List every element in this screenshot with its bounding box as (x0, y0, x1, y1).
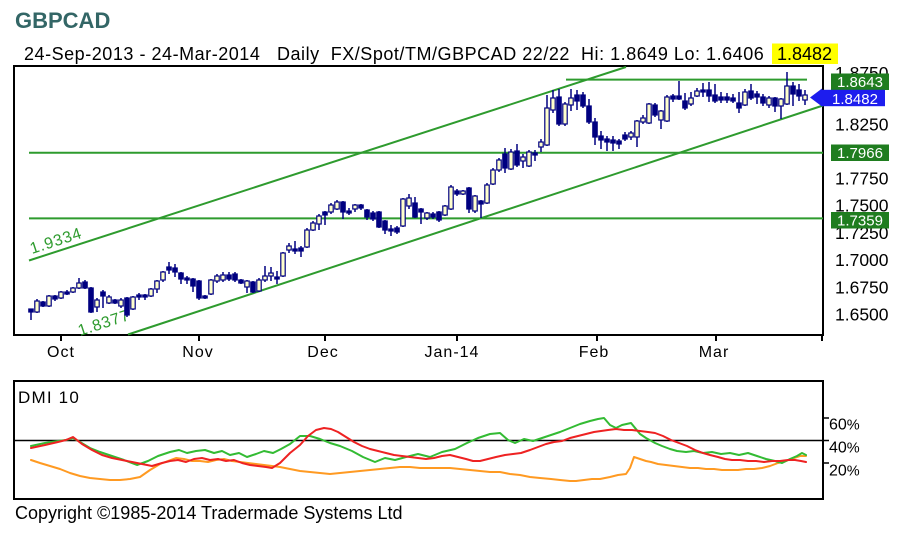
svg-text:1.6500: 1.6500 (835, 305, 889, 325)
svg-text:Nov: Nov (182, 344, 213, 361)
svg-text:Oct: Oct (47, 344, 75, 361)
svg-text:DMI 10: DMI 10 (18, 388, 80, 407)
svg-text:40%: 40% (829, 440, 860, 457)
svg-text:20%: 20% (829, 463, 860, 480)
svg-text:Dec: Dec (307, 344, 338, 361)
svg-text:GBPCAD: GBPCAD (15, 8, 110, 33)
svg-text:1.7966: 1.7966 (837, 145, 883, 162)
svg-text:Jan-14: Jan-14 (425, 344, 480, 361)
svg-text:1.7750: 1.7750 (835, 169, 889, 189)
svg-text:1.8250: 1.8250 (835, 115, 889, 135)
svg-text:1.7359: 1.7359 (837, 213, 883, 230)
svg-text:1.7500: 1.7500 (835, 196, 889, 216)
svg-text:60%: 60% (829, 417, 860, 434)
svg-text:1.8482: 1.8482 (777, 44, 832, 64)
svg-text:Copyright ©1985-2014 Tradermad: Copyright ©1985-2014 Tradermade Systems … (15, 503, 402, 523)
svg-text:1.8482: 1.8482 (832, 91, 878, 108)
svg-text:24-Sep-2013 - 24-Mar-2014 Da: 24-Sep-2013 - 24-Mar-2014 Daily FX/Spot/… (24, 44, 764, 64)
svg-text:1.6750: 1.6750 (835, 278, 889, 298)
svg-text:1.8643: 1.8643 (837, 74, 883, 91)
svg-text:1.7000: 1.7000 (835, 250, 889, 270)
svg-text:Mar: Mar (699, 344, 730, 361)
svg-text:Feb: Feb (579, 344, 610, 361)
svg-text:1.9334: 1.9334 (28, 225, 84, 258)
